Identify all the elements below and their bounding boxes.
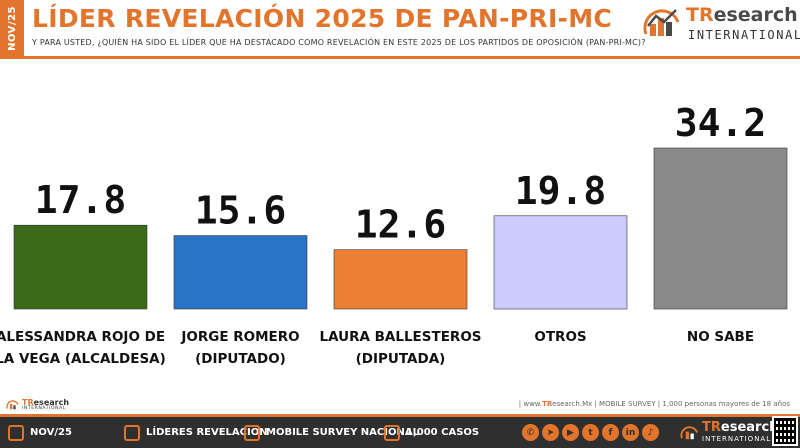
whatsapp-icon[interactable]: ✆ (522, 424, 539, 441)
bar-value-label-4: 34.2 (675, 101, 767, 145)
calendar-icon (8, 424, 24, 441)
footer-date: NOV/25 (8, 417, 72, 448)
bar-value-label-2: 12.6 (355, 203, 447, 247)
bar-0 (13, 224, 148, 310)
footer-cases: 1,000 CASOS (384, 417, 479, 448)
category-label-2-1: (DIPUTADA) (356, 351, 446, 367)
date-side-tab-label: NOV/25 (6, 5, 18, 51)
small-brand-logo: TResearch INTERNATIONAL (6, 398, 69, 412)
date-side-tab: NOV/25 (0, 0, 24, 56)
brand-sub: INTERNATIONAL (688, 28, 800, 42)
tiktok-icon[interactable]: ♪ (642, 424, 659, 441)
footer-brand-mark-icon (680, 426, 699, 440)
twitter-icon[interactable]: t (582, 424, 599, 441)
footer-topic: LÍDERES REVELACIÓN (124, 417, 268, 448)
footer-date-label: NOV/25 (30, 427, 72, 438)
bar-value-label-0: 17.8 (35, 178, 127, 222)
source-note: | www.TResearch.Mx | MOBILE SURVEY | 1,0… (518, 400, 790, 408)
category-label-2-0: LAURA BALLESTEROS (319, 329, 481, 345)
facebook-icon[interactable]: f (602, 424, 619, 441)
footer-survey-label: MOBILE SURVEY NACIONAL (266, 427, 419, 438)
brand-wordmark: TResearch (686, 4, 798, 26)
telegram-icon[interactable]: ➤ (542, 424, 559, 441)
bar-4 (653, 147, 788, 310)
footer-bar: NOV/25 LÍDERES REVELACIÓN MOBILE SURVEY … (0, 414, 800, 448)
linkedin-icon[interactable]: in (622, 424, 639, 441)
category-label-4-0: NO SABE (687, 329, 754, 345)
people-icon (124, 424, 140, 441)
qr-code[interactable] (772, 416, 798, 446)
survey-icon (384, 424, 400, 441)
small-brand-mark-icon (6, 400, 19, 410)
header-divider (0, 56, 800, 59)
bar-chart: 17.8 ALESSANDRA ROJO DE LA VEGA (ALCALDESA… (0, 101, 788, 367)
footer-topic-label: LÍDERES REVELACIÓN (146, 427, 268, 438)
survey-question: Y PARA USTED, ¿QUIÉN HA SIDO EL LÍDER QU… (32, 38, 646, 47)
category-label-0-0: ALESSANDRA ROJO DE (0, 329, 165, 345)
youtube-icon[interactable]: ▶ (562, 424, 579, 441)
mobile-icon (244, 424, 260, 441)
social-links: ✆ ➤ ▶ t f in ♪ (522, 424, 659, 441)
footer-cases-label: 1,000 CASOS (406, 427, 480, 438)
category-label-1-0: JORGE ROMERO (180, 329, 299, 345)
category-label-1-1: (DIPUTADO) (195, 351, 286, 367)
bar-3 (493, 215, 628, 310)
chart-title: LÍDER REVELACIÓN 2025 DE PAN-PRI-MC (32, 4, 613, 33)
brand-mark-icon (643, 9, 680, 36)
bar-value-label-3: 19.8 (515, 169, 607, 213)
category-label-0-1: LA VEGA (ALCALDESA) (0, 351, 166, 367)
category-label-3-0: OTROS (534, 329, 586, 345)
footer-survey: MOBILE SURVEY NACIONAL (244, 417, 419, 448)
bar-value-label-1: 15.6 (195, 189, 287, 233)
bar-1 (173, 235, 308, 310)
brand-logo: TResearch INTERNATIONAL (642, 4, 800, 44)
footer-brand-logo: TResearch INTERNATIONAL (680, 420, 778, 446)
bar-2 (333, 249, 468, 310)
